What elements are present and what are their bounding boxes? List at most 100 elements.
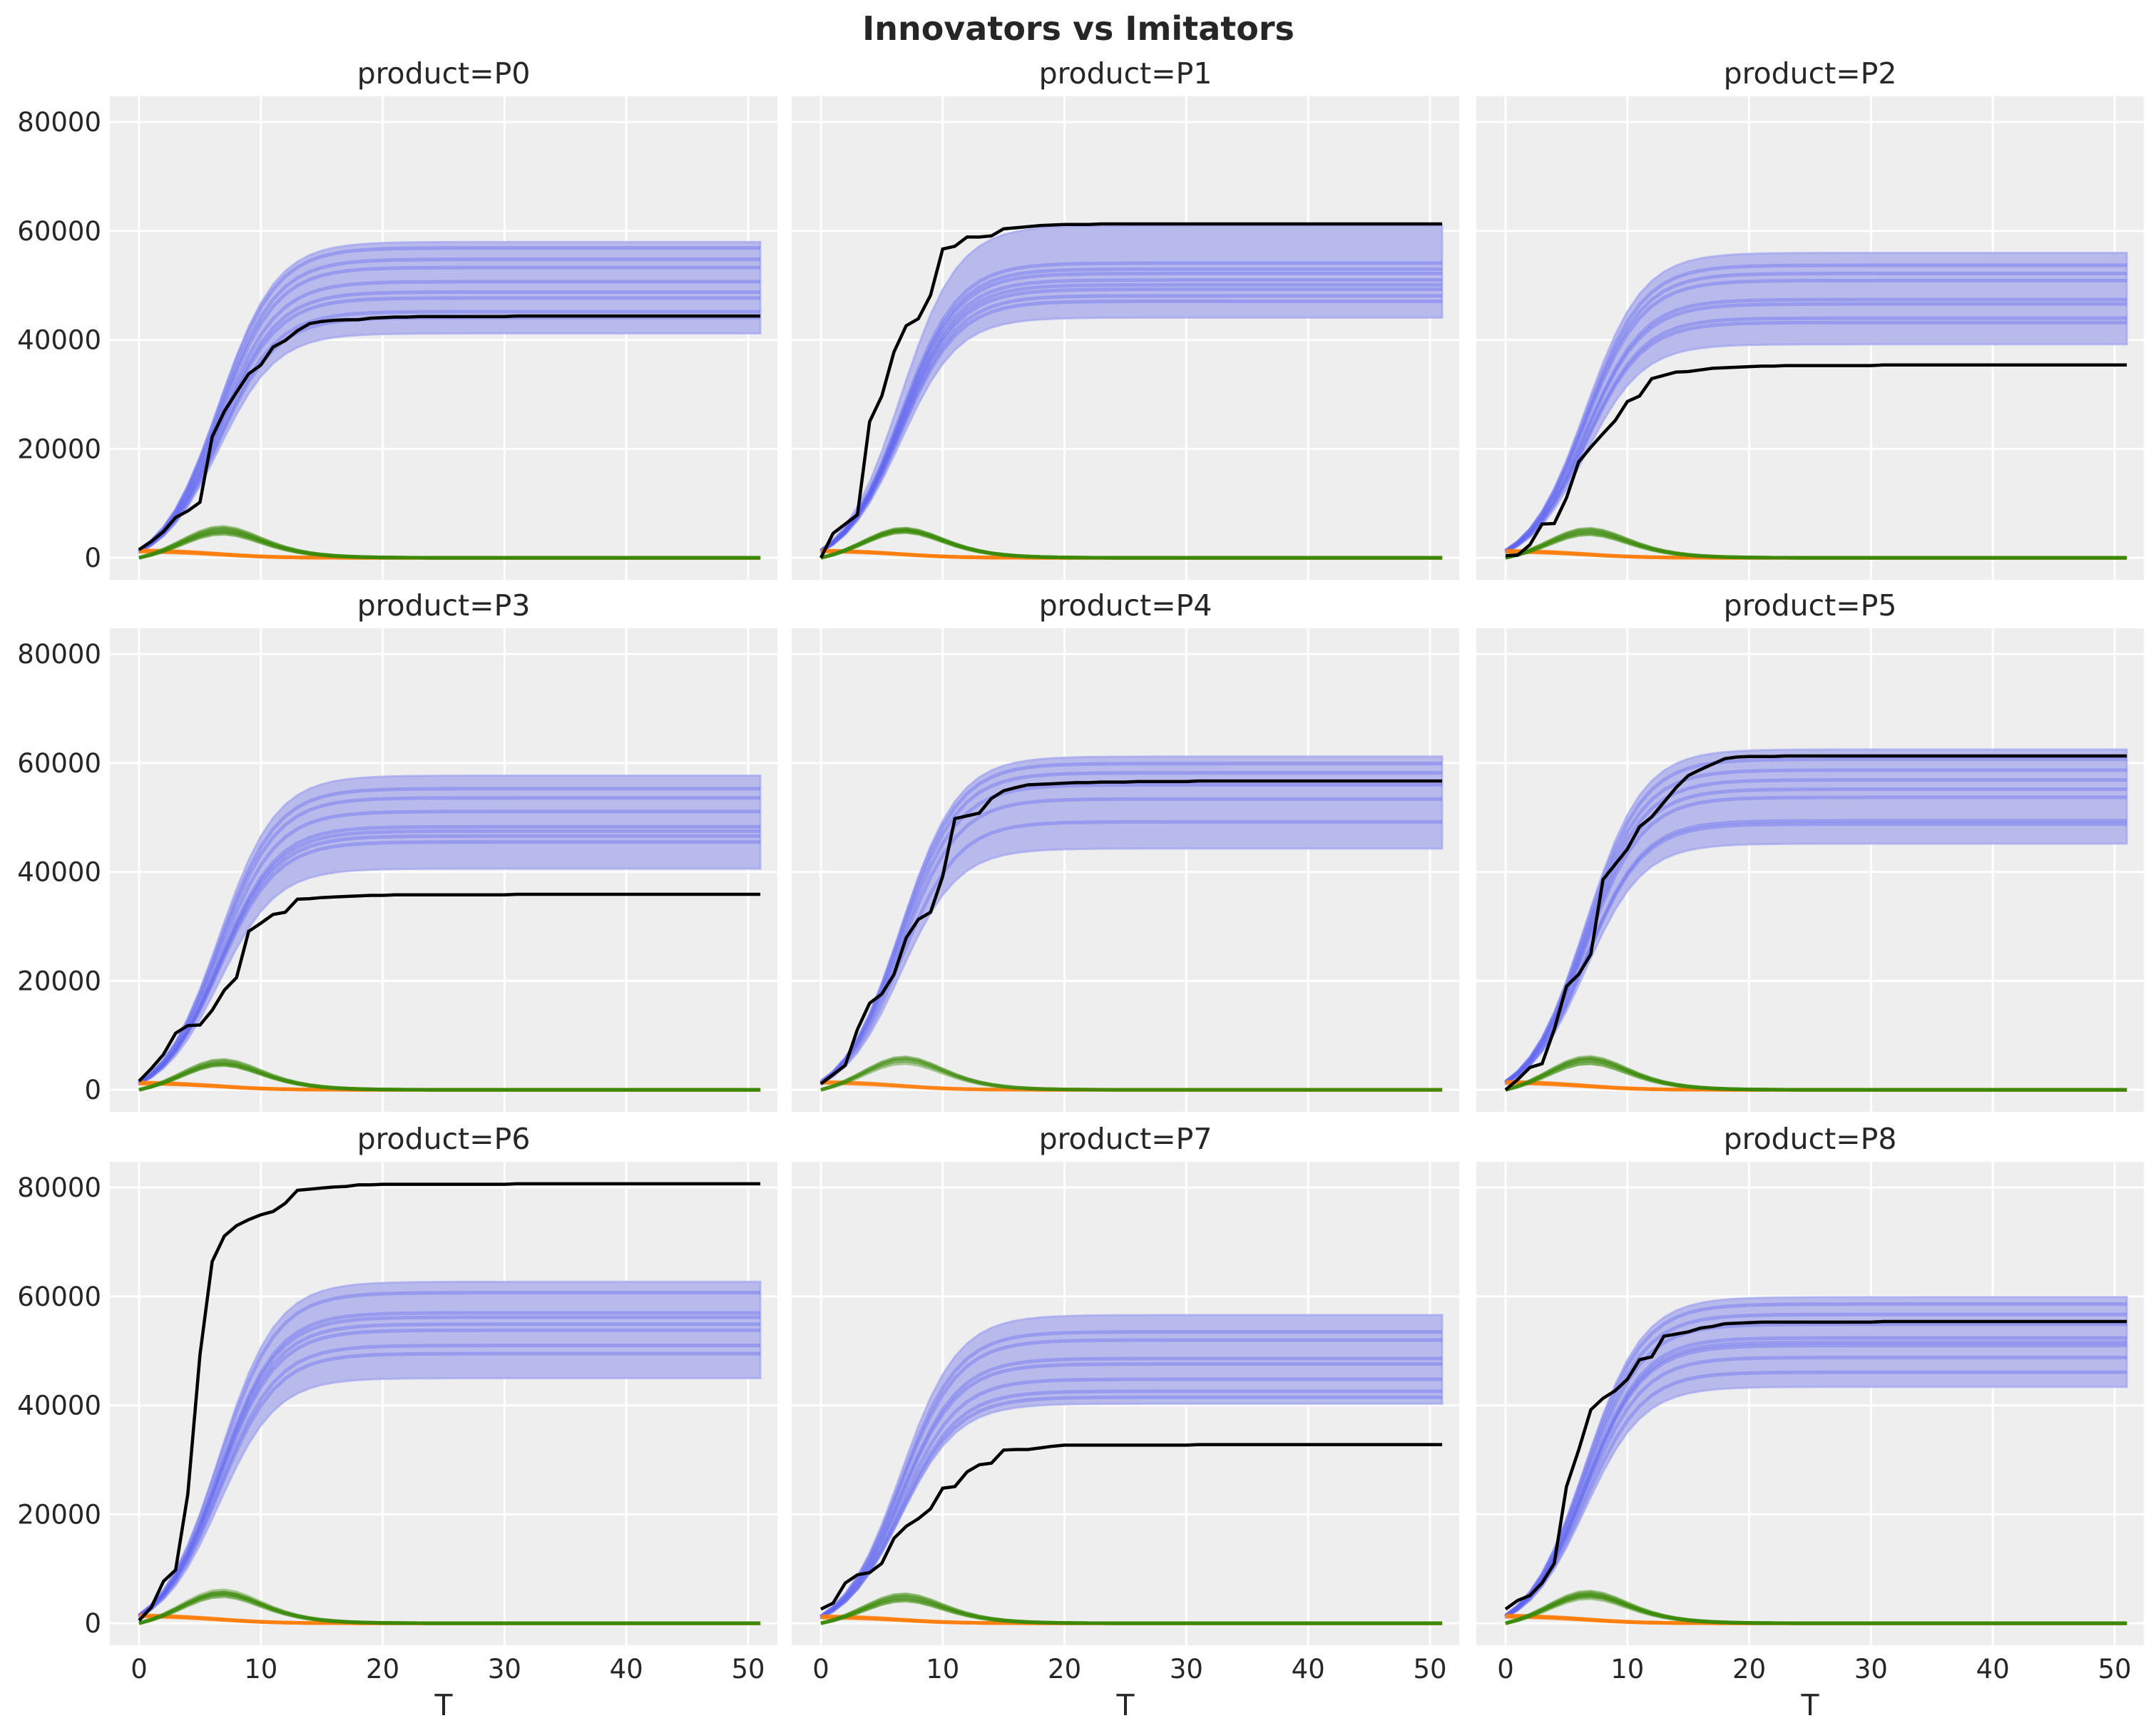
- observed-line: [819, 1443, 1443, 1611]
- innovators-line: [1505, 549, 2127, 560]
- x-tick-label: 10: [926, 1654, 959, 1684]
- imitators-line: [138, 526, 761, 560]
- innovators-line: [1505, 1615, 2127, 1625]
- observed-line: [138, 314, 761, 551]
- posterior-hdi-band: [138, 1280, 762, 1620]
- x-axis-label: T: [434, 1688, 453, 1722]
- y-tick-label: 40000: [17, 325, 101, 356]
- imitators-line: [138, 529, 761, 560]
- imitators-line: [1505, 528, 2127, 560]
- x-tick-label: 0: [1497, 1654, 1514, 1684]
- posterior-sample-line: [819, 1377, 1443, 1619]
- posterior-sample-line: [1504, 757, 2127, 1083]
- posterior-sample-line: [1504, 320, 2127, 554]
- x-tick-label: 30: [1854, 1654, 1888, 1684]
- series-group: [138, 1182, 762, 1625]
- panel-p1: product=P1: [792, 56, 1459, 580]
- innovators-line: [1505, 1080, 2127, 1092]
- imitators-line: [138, 1061, 761, 1092]
- posterior-sample-line: [1504, 822, 2127, 1085]
- innovators-line: [820, 549, 1443, 560]
- imitators-line: [820, 1597, 1443, 1625]
- plot-area: [792, 96, 1459, 580]
- chart-title: Innovators vs Imitators: [862, 9, 1294, 48]
- plot-area: [1476, 1162, 2144, 1645]
- innovators-line: [820, 548, 1443, 560]
- innovators-line: [1505, 550, 2127, 560]
- posterior-sample-line: [1504, 1370, 2127, 1619]
- innovators-line: [820, 549, 1443, 560]
- series-group: [819, 1314, 1444, 1625]
- innovators-line: [820, 1080, 1443, 1092]
- imitators-line: [1505, 1593, 2127, 1625]
- posterior-sample-line: [819, 261, 1443, 552]
- imitators-line: [1505, 532, 2127, 560]
- posterior-sample-line: [1504, 1312, 2127, 1617]
- innovators-line: [820, 1615, 1443, 1625]
- imitators-line: [1505, 1592, 2127, 1625]
- innovators-line: [820, 548, 1443, 560]
- posterior-sample-line: [1504, 1336, 2127, 1618]
- imitators-line: [138, 1593, 761, 1625]
- posterior-sample-line: [138, 787, 761, 1084]
- x-tick-label: 30: [488, 1654, 521, 1684]
- x-tick-label: 30: [1170, 1654, 1203, 1684]
- innovators-line: [820, 1080, 1443, 1092]
- x-tick-label: 50: [731, 1654, 765, 1684]
- posterior-sample-line: [819, 299, 1443, 553]
- posterior-sample-line: [138, 1344, 761, 1618]
- innovators-line: [1505, 548, 2127, 560]
- imitators-line: [820, 530, 1443, 560]
- imitators-line: [1505, 532, 2127, 560]
- innovators-line: [820, 548, 1443, 560]
- imitators-line: [138, 531, 761, 560]
- imitators-line: [820, 1061, 1443, 1092]
- innovators-line: [138, 1614, 761, 1625]
- imitators-line: [820, 1055, 1443, 1092]
- posterior-sample-line: [138, 290, 761, 553]
- imitators-line: [1505, 526, 2127, 560]
- series-group: [138, 240, 762, 560]
- series-group: [138, 774, 762, 1092]
- posterior-sample-line: [819, 762, 1443, 1083]
- posterior-sample-line: [1504, 1355, 2127, 1618]
- panel-title: product=P2: [1724, 56, 1897, 91]
- posterior-hdi-band: [138, 774, 762, 1086]
- y-tick-label: 0: [84, 1608, 101, 1639]
- posterior-hdi-band: [819, 1314, 1444, 1620]
- panel-p7: product=P7 0 10 20 30 40 50 T: [792, 1122, 1459, 1722]
- imitators-line: [1505, 1061, 2127, 1092]
- imitators-line: [1505, 1058, 2127, 1092]
- observed-line: [138, 1182, 761, 1622]
- posterior-sample-line: [819, 1338, 1443, 1618]
- innovators-line: [820, 1615, 1443, 1625]
- innovators-line: [138, 1080, 761, 1092]
- x-tick-label: 40: [1292, 1654, 1325, 1684]
- panel-title: product=P7: [1039, 1122, 1212, 1156]
- panel-title: product=P4: [1039, 588, 1212, 623]
- posterior-sample-line: [819, 271, 1443, 553]
- innovators-line: [1505, 1613, 2127, 1625]
- posterior-sample-line: [138, 1315, 761, 1617]
- y-tick-label: 20000: [17, 1499, 101, 1530]
- posterior-sample-line: [819, 771, 1443, 1084]
- x-tick-label: 40: [1976, 1654, 2010, 1684]
- innovators-line: [820, 549, 1443, 560]
- posterior-sample-line: [819, 267, 1443, 553]
- imitators-line: [820, 1595, 1443, 1625]
- innovators-line: [1505, 1613, 2127, 1625]
- y-tick-label: 80000: [17, 639, 101, 670]
- observed-line: [1505, 363, 2127, 558]
- plot-area: [110, 628, 777, 1112]
- x-tick-label: 50: [2098, 1654, 2131, 1684]
- imitators-line: [138, 1594, 761, 1625]
- imitators-line: [138, 530, 761, 560]
- innovators-line: [138, 550, 761, 560]
- innovators-line: [138, 549, 761, 560]
- plot-area: [110, 1162, 777, 1645]
- plot-area: [1476, 628, 2144, 1112]
- imitators-line: [820, 1058, 1443, 1092]
- panel-p3: product=P3 0 20000 40000 60000 80000: [17, 588, 777, 1112]
- imitators-line: [1505, 1061, 2127, 1092]
- innovators-line: [138, 1613, 761, 1625]
